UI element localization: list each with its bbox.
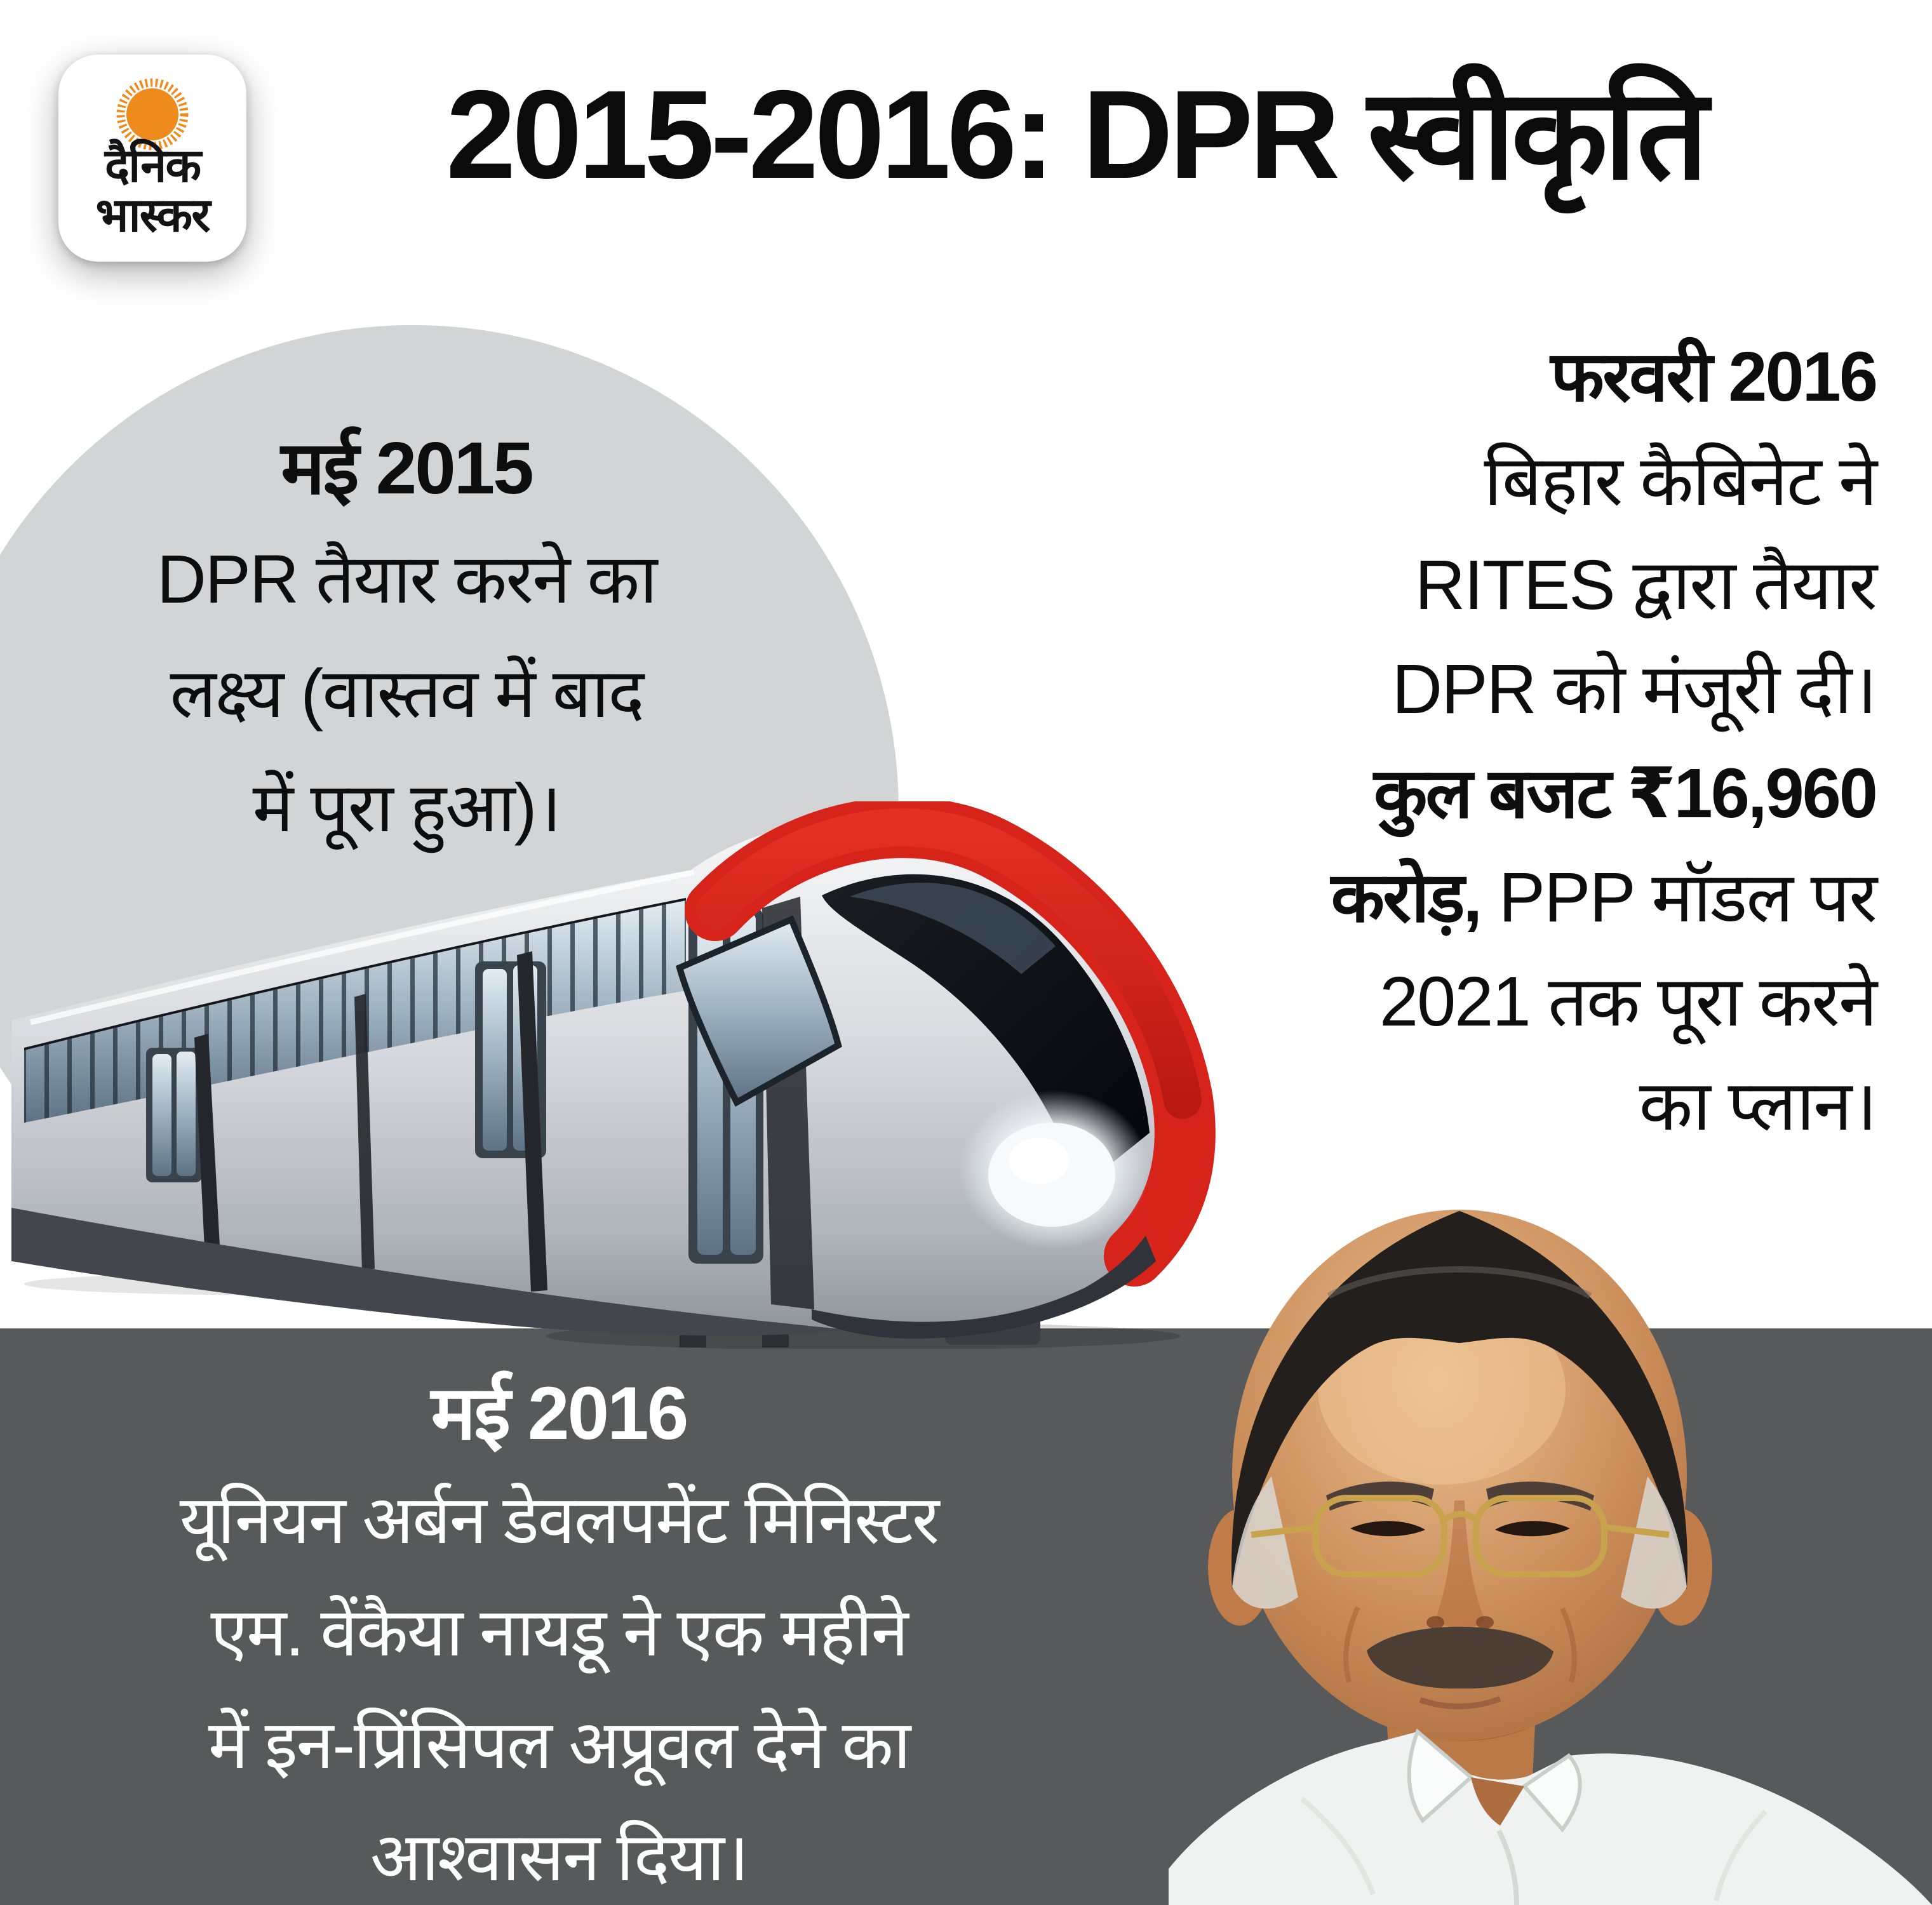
feb-2016-line: कुल बजट ₹16,960 xyxy=(1373,754,1878,832)
feb-2016-line: 2021 तक पूरा करने xyxy=(1379,963,1877,1041)
metro-train-illustration xyxy=(11,801,1216,1349)
feb-2016-heading: फरवरी 2016 xyxy=(1550,338,1878,416)
may-2016-line: में इन-प्रिंसिपल अप्रूवल देने का xyxy=(208,1708,911,1782)
feb-2016-line: का प्लान। xyxy=(1639,1067,1877,1145)
cab-side-window xyxy=(675,915,842,1107)
logo-word-1: दैनिक xyxy=(104,139,201,192)
glasses xyxy=(1251,1495,1670,1577)
may-2015-line: लक्ष्य (वास्तव में बाद xyxy=(170,655,644,732)
dainik-bhaskar-logo: दैनिक भास्कर xyxy=(58,55,246,262)
may-2016-heading: मई 2016 xyxy=(431,1372,689,1455)
may-2015-heading: मई 2015 xyxy=(281,427,534,509)
may-2015-line: में पूरा हुआ)। xyxy=(252,769,562,846)
feb-2016-line: बिहार कैबिनेट ने xyxy=(1484,442,1877,520)
may-2015-line: DPR तैयार करने का xyxy=(156,540,657,617)
page-title: 2015-2016: DPR स्वीकृति xyxy=(446,64,1708,204)
feb-2016-line: DPR को मंजूरी दी। xyxy=(1392,650,1877,728)
feb-2016-line: करोड़, PPP मॉडल पर xyxy=(1331,859,1877,937)
may-2016-line: यूनियन अर्बन डेवलपमेंट मिनिस्टर xyxy=(179,1483,939,1558)
mustache xyxy=(1367,1626,1553,1689)
may-2016-line: आश्वासन दिया। xyxy=(370,1820,749,1895)
logo-word-2: भास्कर xyxy=(95,189,210,241)
may-2015-block: मई 2015 DPR तैयार करने का लक्ष्य (वास्तव… xyxy=(57,414,756,865)
venkaiah-naidu-portrait xyxy=(1169,1210,1932,1905)
sunburst-icon xyxy=(116,78,189,150)
may-2016-line: एम. वेंकैया नायडू ने एक महीने xyxy=(210,1595,908,1670)
may-2016-block: मई 2016 यूनियन अर्बन डेवलपमेंट मिनिस्टर … xyxy=(44,1363,1073,1905)
feb-2016-block: फरवरी 2016 बिहार कैबिनेट ने RITES द्वारा… xyxy=(1146,325,1878,1158)
feb-2016-line: RITES द्वारा तैयार xyxy=(1414,546,1877,624)
hair xyxy=(1231,1211,1687,1589)
